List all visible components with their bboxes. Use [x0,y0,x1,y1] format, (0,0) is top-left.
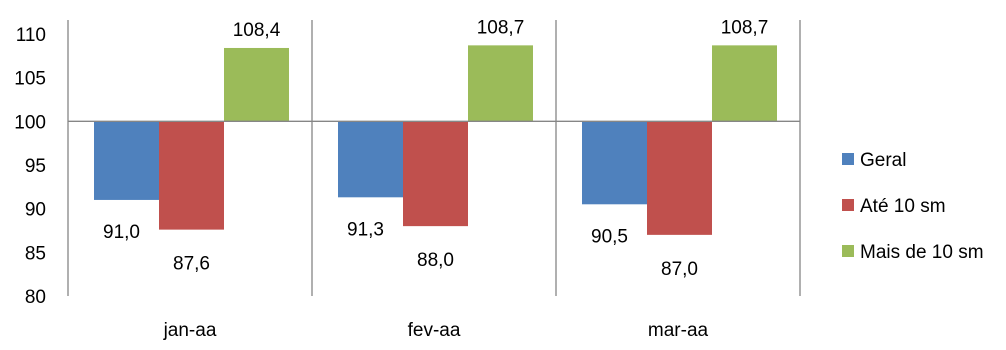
data-label: 88,0 [417,250,454,271]
data-label: 108,7 [721,17,769,38]
data-label: 108,7 [477,17,525,38]
bar-2-0 [224,47,289,122]
y-tick-label: 105 [14,69,46,90]
data-label: 87,6 [173,254,210,275]
y-tick-label: 90 [25,200,46,221]
bar-0-1 [338,121,403,198]
bar-2-1 [468,45,533,122]
x-tick-label: jan-aa [163,320,217,341]
bar-0-0 [94,121,159,200]
data-label: 91,3 [347,219,384,240]
data-label: 87,0 [661,259,698,280]
bar-1-1 [403,121,468,227]
bar-1-2 [647,121,712,235]
y-tick-label: 110 [16,25,46,46]
y-tick-label: 80 [25,287,46,308]
legend-label: Até 10 sm [860,196,946,217]
legend-swatch-2 [842,245,854,257]
legend-label: Mais de 10 sm [860,242,984,263]
x-tick-label: mar-aa [648,320,709,341]
legend-swatch-0 [842,153,854,165]
bar-2-2 [712,45,777,122]
bar-0-2 [582,121,647,205]
y-tick-label: 85 [25,243,46,264]
bar-1-0 [159,121,224,230]
legend-label: Geral [860,150,906,171]
data-label: 90,5 [591,226,628,247]
y-tick-label: 100 [14,112,46,133]
data-label: 108,4 [233,20,281,41]
legend-swatch-1 [842,199,854,211]
y-tick-label: 95 [25,156,46,177]
x-tick-label: fev-aa [408,320,461,341]
data-label: 91,0 [103,222,140,243]
